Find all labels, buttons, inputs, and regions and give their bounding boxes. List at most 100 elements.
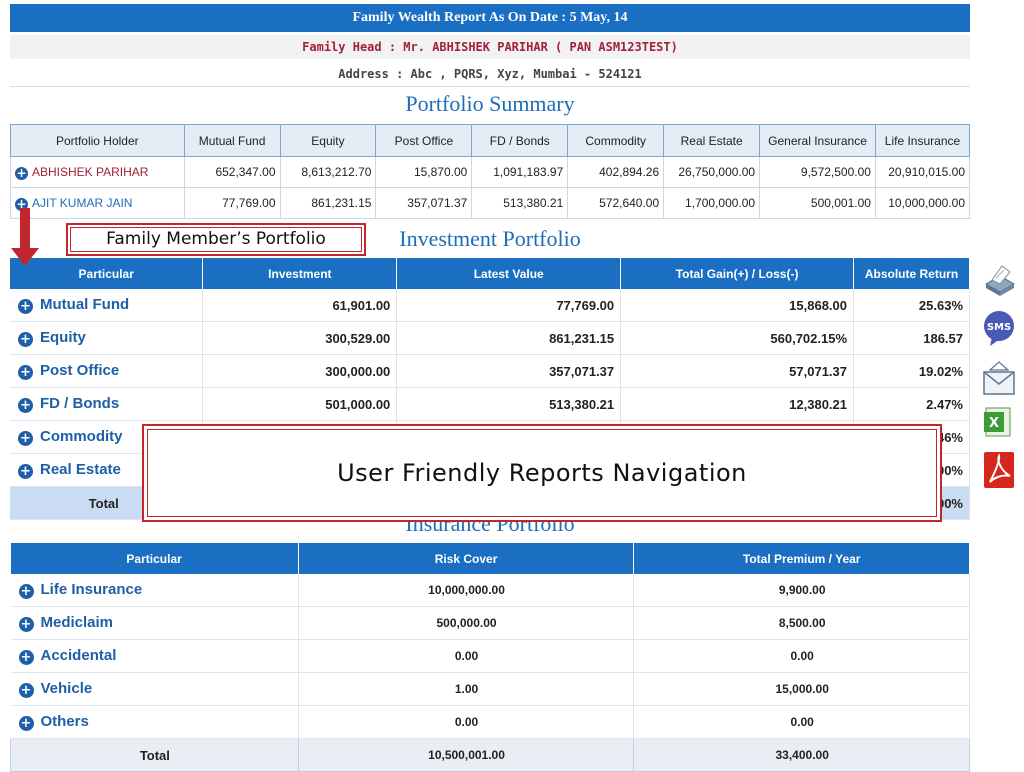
column-header: Life Insurance: [874, 124, 971, 157]
expand-plus-icon[interactable]: +: [18, 299, 33, 314]
table-cell: 9,572,500.00: [759, 156, 876, 188]
particular-label[interactable]: Mutual Fund: [40, 296, 130, 313]
particular-vehicle[interactable]: + Vehicle: [10, 672, 299, 706]
callout-text: User Friendly Reports Navigation: [147, 429, 937, 517]
table-cell: 77,769.00: [183, 187, 281, 219]
table-cell: 0.00: [298, 639, 635, 673]
table-row: + Equity 300,529.00 861,231.15 560,702.15…: [10, 321, 970, 355]
table-cell: 10,500,001.00: [297, 738, 635, 772]
table-cell: 8,500.00: [633, 606, 970, 640]
particular-mutual-fund[interactable]: + Mutual Fund: [10, 289, 204, 322]
expand-plus-icon[interactable]: +: [15, 196, 28, 211]
expand-plus-icon[interactable]: +: [18, 617, 34, 632]
column-header: FD / Bonds: [471, 124, 569, 157]
email-icon[interactable]: [982, 360, 1015, 395]
family-head: Family Head : Mr. ABHISHEK PARIHAR ( PAN…: [10, 35, 970, 59]
total-label: Total: [10, 738, 299, 772]
particular-label[interactable]: Post Office: [40, 362, 120, 379]
particular-label[interactable]: Life Insurance: [40, 581, 143, 598]
particular-post-office[interactable]: + Post Office: [10, 354, 204, 388]
table-row: + FD / Bonds 501,000.00 513,380.21 12,380…: [10, 387, 970, 421]
table-cell: 186.57: [853, 321, 970, 355]
particular-mediclaim[interactable]: + Mediclaim: [10, 606, 299, 640]
table-cell: 0.00: [298, 705, 635, 739]
table-cell: 652,347.00: [183, 156, 281, 188]
family-address: Address : Abc , PQRS, Xyz, Mumbai - 5241…: [10, 62, 970, 87]
particular-label[interactable]: FD / Bonds: [40, 395, 120, 412]
table-row: + Vehicle 1.00 15,000.00: [10, 672, 970, 706]
particular-label[interactable]: Others: [40, 713, 89, 730]
callout-arrow-head: [11, 248, 39, 266]
print-icon[interactable]: [982, 262, 1016, 296]
particular-label[interactable]: Equity: [40, 329, 86, 346]
column-header: Particular: [10, 258, 204, 289]
expand-plus-icon[interactable]: +: [18, 365, 33, 380]
particular-others[interactable]: + Others: [10, 705, 299, 739]
sms-label: SMS: [987, 322, 1011, 333]
table-cell: 26,750,000.00: [663, 156, 761, 188]
table-cell: 300,000.00: [202, 354, 398, 388]
particular-label[interactable]: Commodity: [40, 428, 123, 445]
particular-equity[interactable]: + Equity: [10, 321, 204, 355]
expand-plus-icon[interactable]: +: [18, 464, 33, 479]
expand-plus-icon[interactable]: +: [18, 398, 33, 413]
table-cell: 15,870.00: [375, 156, 473, 188]
expand-plus-icon[interactable]: +: [18, 650, 34, 665]
table-cell: 10,000,000.00: [874, 187, 971, 219]
column-header: General Insurance: [759, 124, 876, 157]
holder-link[interactable]: + AJIT KUMAR JAIN: [10, 187, 185, 219]
column-header: Post Office: [375, 124, 473, 157]
table-cell: 560,702.15%: [620, 321, 855, 355]
portfolio-summary-table: Portfolio Holder Mutual Fund Equity Post…: [10, 124, 971, 219]
table-cell: 357,071.37: [396, 354, 622, 388]
table-cell: 2.47%: [853, 387, 970, 421]
column-header: Portfolio Holder: [10, 124, 185, 157]
holder-name[interactable]: AJIT KUMAR JAIN: [32, 195, 133, 210]
table-cell: 15,000.00: [633, 672, 970, 706]
expand-plus-icon[interactable]: +: [15, 165, 28, 180]
excel-label: X: [989, 416, 999, 431]
sms-icon[interactable]: SMS: [982, 310, 1014, 346]
particular-accidental[interactable]: + Accidental: [10, 639, 299, 673]
table-cell: 33,400.00: [633, 738, 970, 772]
column-header: Latest Value: [396, 258, 622, 289]
table-row: + ABHISHEK PARIHAR 652,347.00 8,613,212.7…: [10, 156, 971, 188]
expand-plus-icon[interactable]: +: [18, 584, 34, 599]
table-cell: 500,000.00: [298, 606, 635, 640]
investment-header-row: Particular Investment Latest Value Total…: [10, 258, 970, 289]
table-cell: 15,868.00: [620, 289, 855, 322]
column-header: Total Gain(+) / Loss(-): [620, 258, 855, 289]
column-header: Commodity: [567, 124, 665, 157]
particular-label[interactable]: Mediclaim: [40, 614, 114, 631]
pdf-icon[interactable]: [982, 450, 1014, 488]
expand-plus-icon[interactable]: +: [18, 431, 33, 446]
table-cell: 9,900.00: [633, 574, 970, 607]
particular-life-insurance[interactable]: + Life Insurance: [10, 574, 299, 607]
table-cell: 572,640.00: [567, 187, 665, 219]
table-cell: 61,901.00: [202, 289, 398, 322]
table-cell: 25.63%: [853, 289, 970, 322]
expand-plus-icon[interactable]: +: [18, 716, 34, 731]
table-cell: 8,613,212.70: [279, 156, 377, 188]
table-row: + Mutual Fund 61,901.00 77,769.00 15,868.…: [10, 289, 970, 322]
table-cell: 0.00: [633, 639, 970, 673]
holder-name[interactable]: ABHISHEK PARIHAR: [32, 164, 149, 179]
total-row: Total 10,500,001.00 33,400.00: [10, 738, 970, 772]
expand-plus-icon[interactable]: +: [18, 683, 34, 698]
holder-link[interactable]: + ABHISHEK PARIHAR: [10, 156, 185, 188]
particular-label[interactable]: Real Estate: [40, 461, 121, 478]
table-row: + Life Insurance 10,000,000.00 9,900.00: [10, 574, 970, 607]
particular-label[interactable]: Accidental: [40, 647, 117, 664]
particular-label[interactable]: Vehicle: [40, 680, 93, 697]
table-row: + Post Office 300,000.00 357,071.37 57,07…: [10, 354, 970, 388]
column-header: Absolute Return: [853, 258, 970, 289]
column-header: Risk Cover: [298, 543, 635, 574]
particular-fd-bonds[interactable]: + FD / Bonds: [10, 387, 204, 421]
table-cell: 402,894.26: [567, 156, 665, 188]
table-cell: 1.00: [298, 672, 635, 706]
column-header: Investment: [202, 258, 398, 289]
table-cell: 19.02%: [853, 354, 970, 388]
expand-plus-icon[interactable]: +: [18, 332, 33, 347]
excel-icon[interactable]: X: [982, 406, 1014, 438]
callout-frame: [70, 227, 362, 252]
